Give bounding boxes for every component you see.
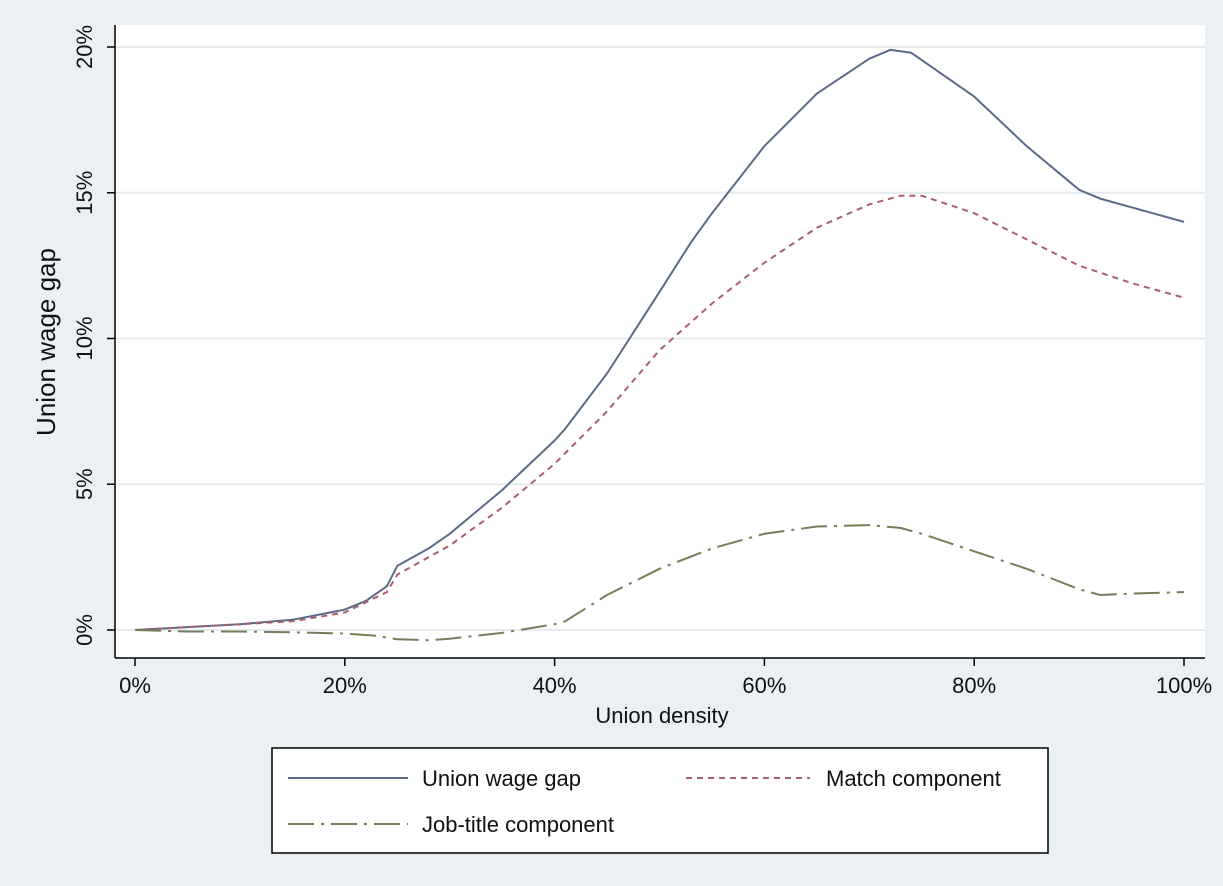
y-tick-label: 5% <box>72 468 97 500</box>
x-tick-label: 80% <box>952 673 996 698</box>
plot-area <box>115 25 1205 658</box>
y-axis-title: Union wage gap <box>31 248 61 436</box>
series-lines <box>134 48 1185 642</box>
x-tick-label: 60% <box>742 673 786 698</box>
legend-label-union-wage-gap: Union wage gap <box>422 766 581 791</box>
x-tick-label: 100% <box>1156 673 1212 698</box>
series-line-union-wage-gap <box>134 48 1185 631</box>
y-tick-label: 15% <box>72 171 97 215</box>
gridlines <box>116 46 1205 631</box>
y-tick-label: 20% <box>72 25 97 69</box>
x-tick-label: 0% <box>119 673 151 698</box>
legend-label-match-component: Match component <box>826 766 1001 791</box>
y-tick-label: 0% <box>72 614 97 646</box>
x-tick-label: 40% <box>533 673 577 698</box>
x-axis-title: Union density <box>595 703 728 728</box>
legend-label-job-title-component: Job-title component <box>422 812 614 837</box>
x-tick-label: 20% <box>323 673 367 698</box>
y-tick-label: 10% <box>72 316 97 360</box>
legend: Union wage gap Match component Job-title… <box>271 747 1049 854</box>
legend-box <box>271 747 1049 854</box>
ticks: 0% 5% 10% 15% 20% 0% 20% 40% 60% 80% 100% <box>72 25 1212 698</box>
series-line-job-title-component <box>134 524 1185 642</box>
axes <box>114 25 1205 659</box>
